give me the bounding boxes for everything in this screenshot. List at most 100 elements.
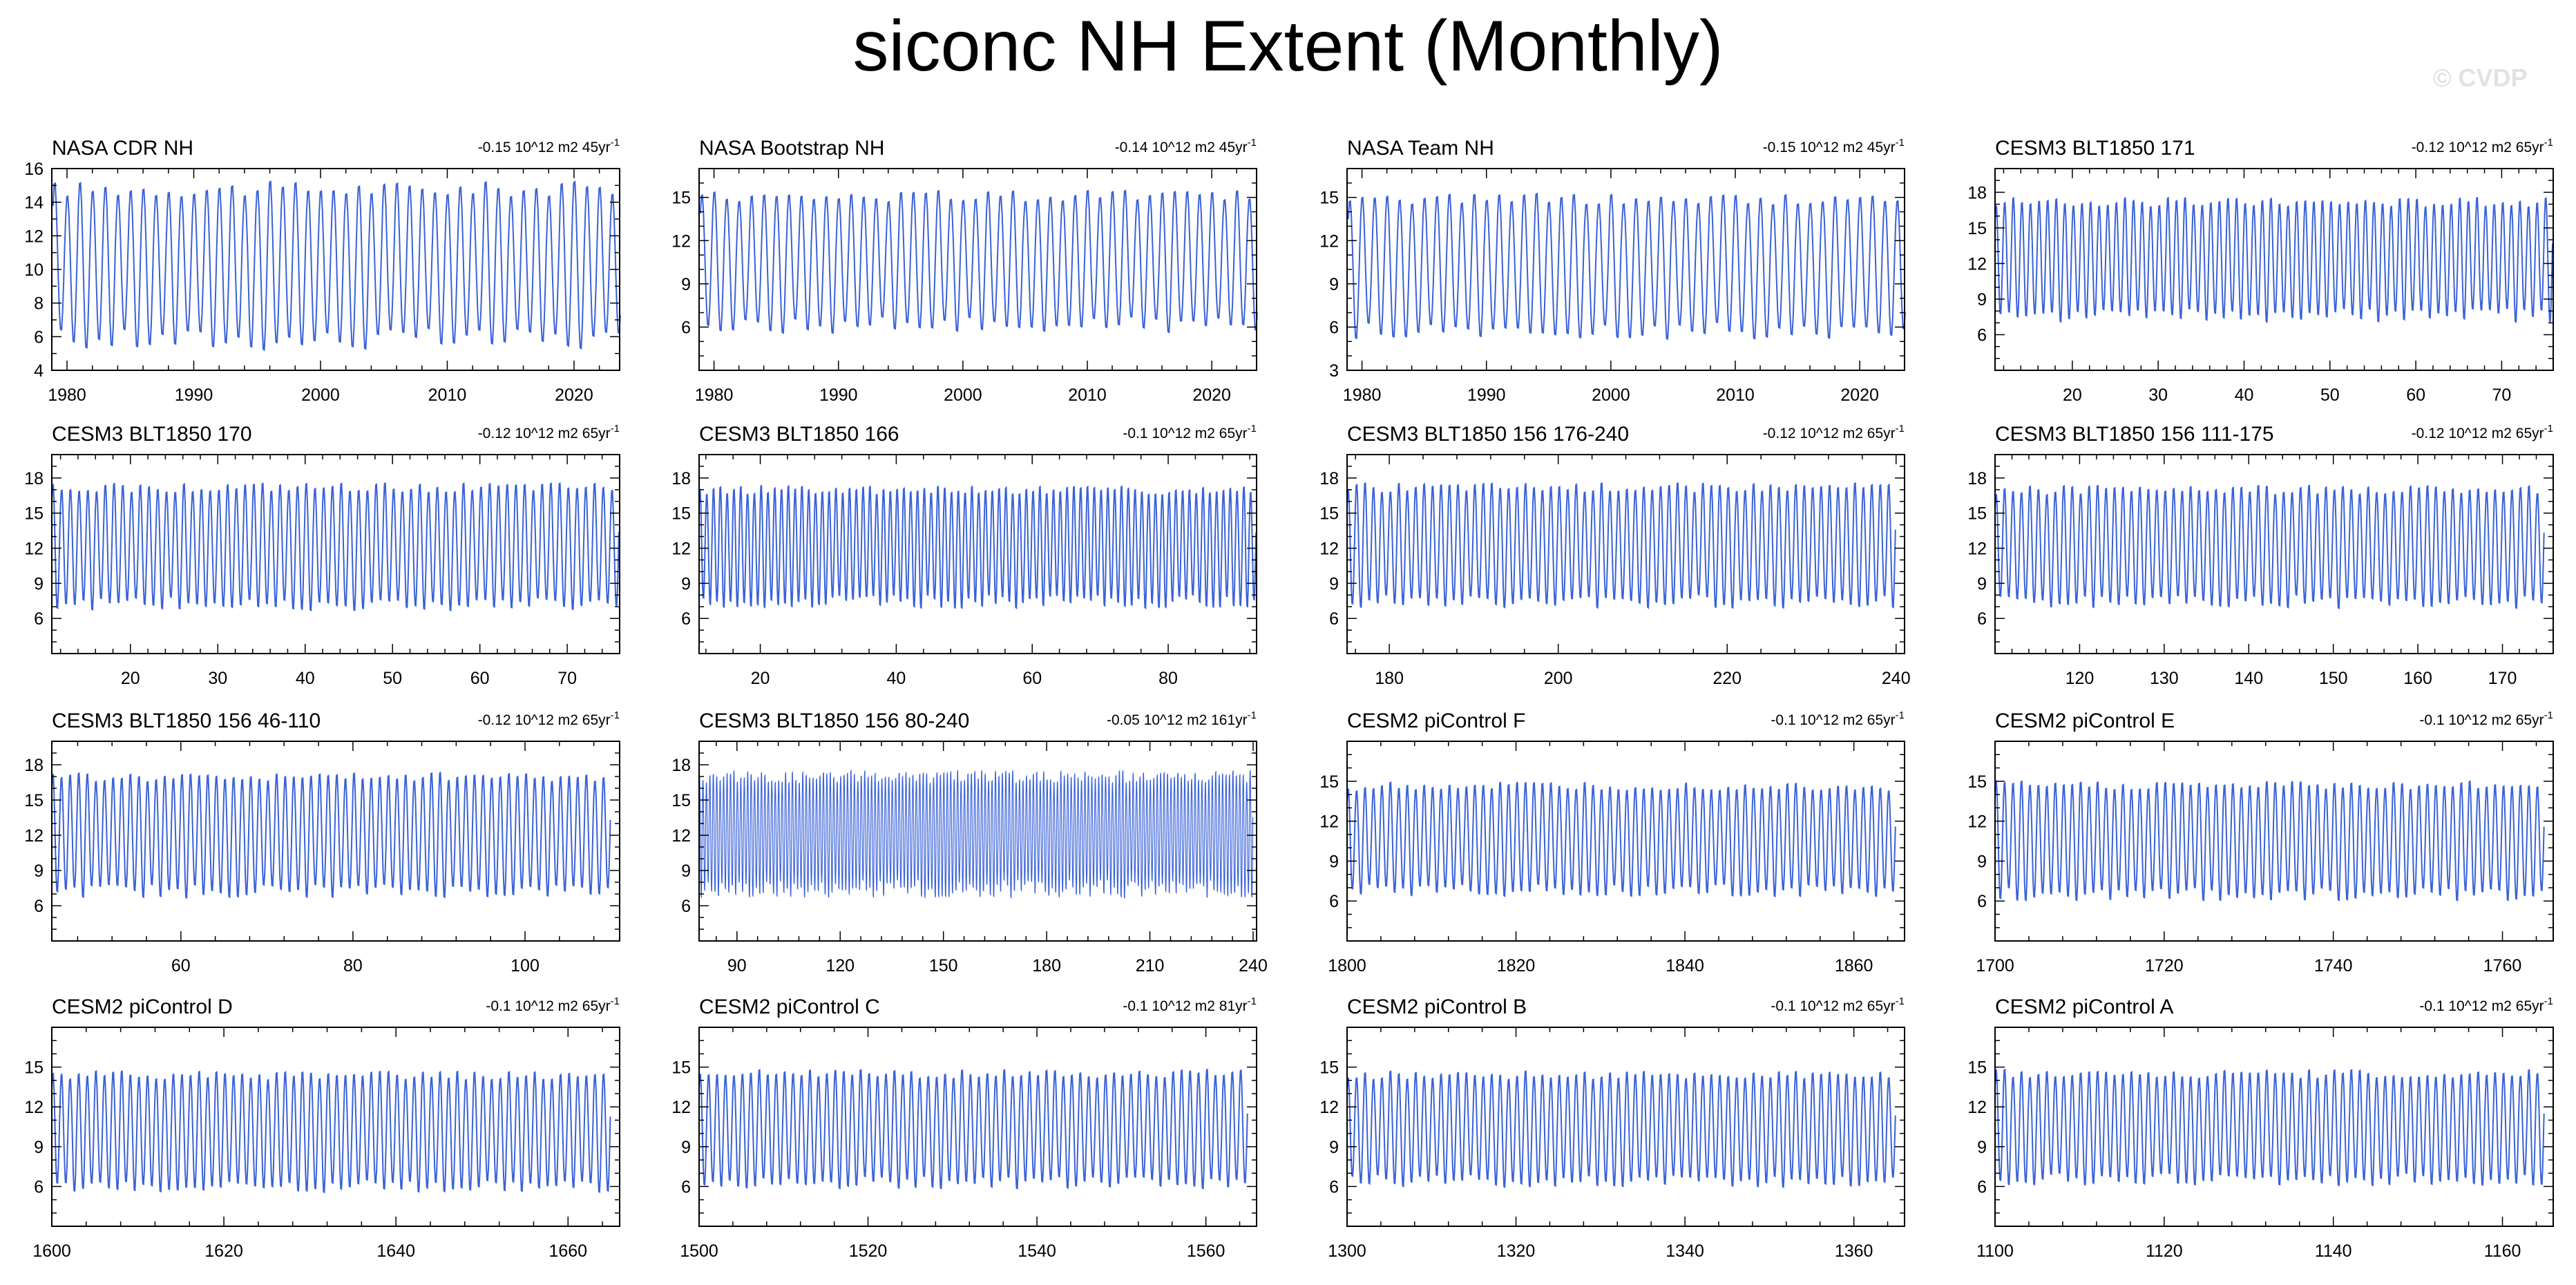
y-tick-label: 15 <box>1319 1058 1339 1078</box>
y-tick-label: 18 <box>1967 469 1987 488</box>
x-tick-label: 40 <box>2235 386 2254 405</box>
x-tick-label: 2010 <box>1716 386 1755 405</box>
series-line <box>1346 1069 1896 1189</box>
y-tick-label: 9 <box>1977 574 1987 593</box>
page-title: siconc NH Extent (Monthly) <box>852 6 1724 86</box>
panel-trend: -0.1 10^12 m2 65yr-1 <box>1771 996 1905 1014</box>
y-tick-label: 9 <box>681 862 691 881</box>
y-tick-label: 18 <box>1967 183 1987 202</box>
x-tick-label: 1120 <box>2146 1241 2183 1261</box>
x-tick-label: 30 <box>2148 386 2168 405</box>
y-tick-label: 12 <box>1319 231 1339 251</box>
series-line <box>51 1069 611 1194</box>
y-tick-label: 6 <box>681 1177 691 1197</box>
panel-trend: -0.15 10^12 m2 45yr-1 <box>1763 137 1905 155</box>
series-line <box>1994 1068 2545 1187</box>
panel-title: NASA Team NH <box>1347 137 1494 160</box>
y-tick-label: 6 <box>34 897 44 916</box>
panel-title: CESM3 BLT1850 171 <box>1995 137 2195 160</box>
x-tick-label: 60 <box>2406 386 2425 405</box>
panel-trend: -0.1 10^12 m2 65yr-1 <box>2419 710 2553 728</box>
x-tick-label: 40 <box>886 669 906 688</box>
x-tick-label: 160 <box>2403 669 2432 688</box>
panel-14: CESM2 piControl C -0.1 10^12 m2 81yr-1 150… <box>671 996 1257 1261</box>
plot-frame <box>51 454 620 654</box>
y-tick-label: 15 <box>671 791 691 810</box>
y-tick-label: 16 <box>24 160 44 179</box>
series-line <box>51 771 611 900</box>
panel-trend: -0.1 10^12 m2 65yr-1 <box>486 996 620 1014</box>
y-tick-label: 9 <box>34 574 44 593</box>
x-tick-label: 80 <box>1158 669 1178 688</box>
plot-frame <box>51 741 620 942</box>
y-tick-label: 15 <box>1967 504 1987 524</box>
y-tick-label: 9 <box>681 1138 691 1157</box>
panel-11: CESM2 piControl F -0.1 10^12 m2 65yr-1 180… <box>1319 710 1905 975</box>
x-tick-label: 50 <box>383 669 402 688</box>
y-tick-label: 15 <box>1967 1058 1987 1078</box>
x-tick-label: 2010 <box>1068 386 1107 405</box>
panel-trend: -0.1 10^12 m2 65yr-1 <box>1771 710 1905 728</box>
x-tick-label: 1560 <box>1187 1241 1225 1261</box>
plot-frame <box>1346 741 1905 942</box>
x-tick-label: 40 <box>296 669 315 688</box>
plot-frame <box>1346 1027 1905 1227</box>
y-tick-label: 12 <box>1319 812 1339 832</box>
panel-trend: -0.1 10^12 m2 65yr-1 <box>2419 996 2553 1014</box>
x-tick-label: 1990 <box>819 386 858 405</box>
y-tick-label: 12 <box>24 826 44 846</box>
x-tick-label: 2000 <box>1592 386 1630 405</box>
panel-title: CESM3 BLT1850 156 80-240 <box>699 710 969 732</box>
y-tick-label: 12 <box>671 540 691 559</box>
series-line <box>699 189 1258 334</box>
y-tick-label: 6 <box>1329 609 1339 629</box>
series-line <box>1994 780 2545 902</box>
x-tick-label: 120 <box>2065 669 2095 688</box>
y-tick-label: 12 <box>671 1098 691 1117</box>
x-tick-label: 1340 <box>1666 1241 1704 1261</box>
panel-trend: -0.05 10^12 m2 161yr-1 <box>1107 710 1257 728</box>
y-tick-label: 6 <box>1977 609 1987 629</box>
x-tick-label: 150 <box>929 956 958 975</box>
x-tick-label: 1820 <box>1497 956 1536 975</box>
y-tick-label: 15 <box>24 504 44 524</box>
y-tick-label: 12 <box>1967 254 1987 274</box>
x-tick-label: 180 <box>1032 956 1061 975</box>
x-tick-label: 1740 <box>2314 956 2353 975</box>
x-tick-label: 1300 <box>1328 1241 1366 1261</box>
x-tick-label: 1540 <box>1018 1241 1056 1261</box>
x-tick-label: 20 <box>751 669 770 688</box>
y-tick-label: 18 <box>671 469 691 488</box>
y-tick-label: 15 <box>671 504 691 524</box>
panel-trend: -0.12 10^12 m2 65yr-1 <box>1763 423 1905 441</box>
plot-frame <box>51 168 620 371</box>
series-line <box>698 1068 1248 1190</box>
y-tick-label: 6 <box>34 327 44 347</box>
y-tick-label: 18 <box>24 469 44 488</box>
x-tick-label: 1860 <box>1835 956 1873 975</box>
plot-frame <box>1994 741 2554 942</box>
y-tick-label: 9 <box>1977 1138 1987 1157</box>
x-tick-label: 90 <box>727 956 747 975</box>
series-line <box>52 180 621 352</box>
panel-title: NASA Bootstrap NH <box>699 137 884 160</box>
x-tick-label: 20 <box>2063 386 2082 405</box>
x-tick-label: 1640 <box>376 1241 415 1261</box>
x-tick-label: 1980 <box>695 386 734 405</box>
y-tick-label: 6 <box>1977 1177 1987 1197</box>
panel-title: CESM3 BLT1850 156 176-240 <box>1347 423 1629 446</box>
panel-title: CESM3 BLT1850 166 <box>699 423 899 446</box>
y-tick-label: 15 <box>24 791 44 810</box>
x-tick-label: 150 <box>2319 669 2348 688</box>
y-tick-label: 6 <box>34 1177 44 1197</box>
x-tick-label: 210 <box>1136 956 1165 975</box>
x-tick-label: 1100 <box>1976 1241 2014 1261</box>
x-tick-label: 2020 <box>1192 386 1231 405</box>
y-tick-label: 12 <box>1319 540 1339 559</box>
y-tick-label: 12 <box>1967 540 1987 559</box>
y-tick-label: 9 <box>1977 290 1987 310</box>
plot-frame <box>1994 168 2554 371</box>
plot-frame <box>1346 168 1905 371</box>
x-tick-label: 120 <box>826 956 855 975</box>
